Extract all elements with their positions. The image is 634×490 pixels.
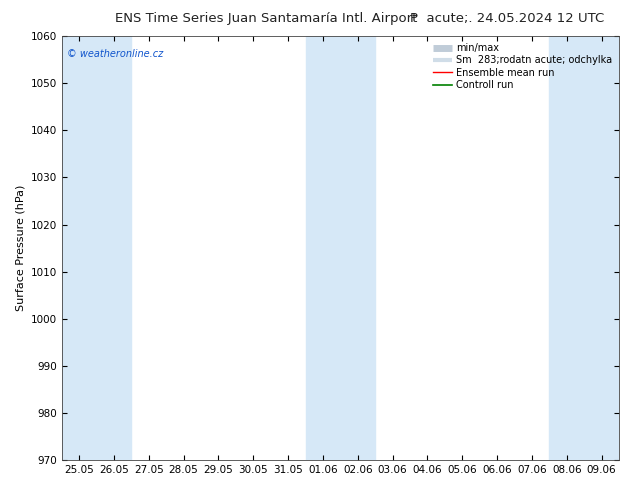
- Text: © weatheronline.cz: © weatheronline.cz: [67, 49, 164, 59]
- Bar: [61, 36, 131, 460]
- Text: P  acute;. 24.05.2024 12 UTC: P acute;. 24.05.2024 12 UTC: [410, 12, 604, 25]
- Text: ENS Time Series Juan Santamaría Intl. Airport: ENS Time Series Juan Santamaría Intl. Ai…: [115, 12, 417, 25]
- Legend: min/max, Sm  283;rodatn acute; odchylka, Ensemble mean run, Controll run: min/max, Sm 283;rodatn acute; odchylka, …: [430, 41, 614, 92]
- Y-axis label: Surface Pressure (hPa): Surface Pressure (hPa): [15, 185, 25, 311]
- Bar: [306, 36, 375, 460]
- Bar: [549, 36, 619, 460]
